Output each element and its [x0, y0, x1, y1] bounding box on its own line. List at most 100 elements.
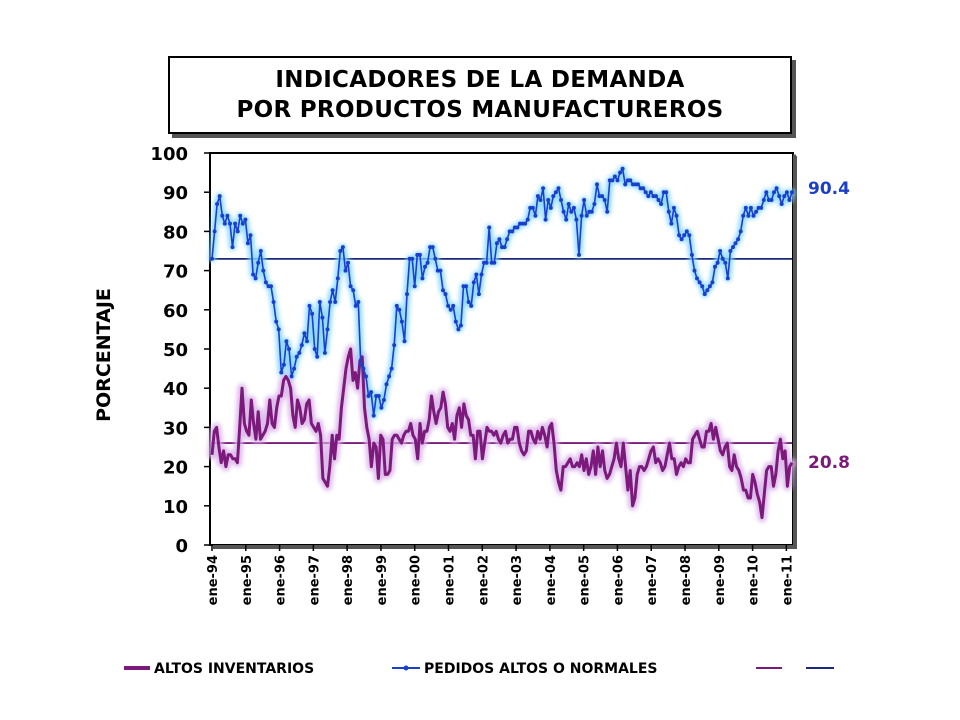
- data-point-pedidos: [600, 194, 605, 199]
- x-tick-label: ene-02: [476, 555, 491, 605]
- x-tick-label: ene-97: [307, 555, 322, 605]
- y-tick-label: 20: [163, 458, 188, 479]
- data-point-pedidos: [530, 205, 535, 210]
- data-point-pedidos: [702, 292, 707, 297]
- y-tick-label: 100: [150, 144, 188, 165]
- data-point-pedidos: [466, 300, 471, 304]
- x-tick-label: ene-08: [679, 555, 694, 605]
- data-point-pedidos: [584, 213, 589, 218]
- data-point-pedidos: [245, 241, 250, 246]
- y-tick-label: 0: [175, 536, 188, 557]
- y-tick-label: 50: [163, 340, 188, 361]
- data-point-pedidos: [276, 327, 281, 332]
- data-point-pedidos: [458, 323, 463, 328]
- data-point-pedidos: [469, 303, 474, 308]
- data-point-pedidos: [718, 249, 723, 253]
- data-point-pedidos: [577, 252, 581, 257]
- data-point-pedidos: [761, 198, 766, 202]
- data-point-pedidos: [671, 205, 676, 210]
- data-point-pedidos: [474, 272, 479, 277]
- data-point-pedidos: [564, 217, 569, 222]
- data-point-pedidos: [271, 300, 276, 304]
- data-point-pedidos: [743, 205, 748, 210]
- data-point-pedidos: [423, 264, 427, 269]
- data-point-pedidos: [353, 303, 358, 308]
- data-point-pedidos: [492, 260, 497, 265]
- end-label-pedidos: 90.4: [808, 179, 850, 199]
- data-point-pedidos: [733, 241, 738, 246]
- data-point-pedidos: [687, 233, 692, 238]
- data-point-pedidos: [258, 249, 263, 253]
- series-line-altos-inventarios: [210, 347, 794, 520]
- data-point-pedidos: [289, 374, 294, 379]
- data-point-pedidos: [351, 288, 356, 293]
- data-point-pedidos: [677, 233, 682, 238]
- data-point-pedidos: [397, 307, 402, 312]
- data-point-pedidos: [302, 331, 307, 336]
- x-tick-label: ene-01: [443, 555, 458, 605]
- data-point-pedidos: [605, 209, 610, 214]
- data-point-pedidos: [322, 350, 327, 355]
- data-point-pedidos: [692, 268, 697, 273]
- data-point-pedidos: [256, 260, 261, 265]
- x-tick-label: ene-10: [747, 555, 762, 605]
- data-point-pedidos: [623, 182, 628, 187]
- data-point-pedidos: [610, 178, 615, 183]
- data-point-pedidos: [569, 209, 574, 214]
- data-point-pedidos: [235, 229, 240, 234]
- data-point-pedidos: [335, 276, 340, 281]
- data-point-pedidos: [592, 202, 597, 206]
- data-point-pedidos: [420, 276, 425, 281]
- data-point-pedidos: [782, 194, 787, 199]
- data-point-pedidos: [328, 300, 333, 304]
- data-point-pedidos: [430, 245, 435, 250]
- data-point-pedidos: [471, 280, 476, 285]
- data-point-pedidos: [410, 256, 415, 261]
- data-point-pedidos: [784, 190, 789, 195]
- x-tick-label: ene-11: [780, 555, 795, 605]
- x-tick-label: ene-96: [274, 555, 289, 605]
- data-point-pedidos: [251, 272, 256, 277]
- data-point-pedidos: [243, 217, 248, 222]
- data-point-pedidos: [682, 233, 687, 238]
- data-point-pedidos: [705, 288, 710, 293]
- y-axis-label: PORCENTAJE: [93, 288, 115, 422]
- data-point-pedidos: [476, 292, 481, 297]
- x-tick-label: ene-03: [510, 555, 525, 605]
- data-point-pedidos: [502, 245, 507, 250]
- data-point-pedidos: [438, 268, 443, 273]
- x-tick-label: ene-98: [341, 555, 356, 605]
- data-point-pedidos: [305, 339, 309, 344]
- y-tick-label: 90: [163, 183, 188, 204]
- data-point-pedidos: [387, 374, 392, 379]
- data-point-pedidos: [751, 213, 756, 218]
- end-label-altos-inventarios: 20.8: [808, 453, 850, 473]
- data-point-pedidos: [310, 311, 315, 316]
- data-point-pedidos: [566, 202, 571, 206]
- x-tick-label: ene-05: [578, 555, 593, 605]
- data-point-pedidos: [769, 198, 774, 202]
- data-point-pedidos: [284, 339, 289, 344]
- data-point-pedidos: [210, 256, 214, 261]
- data-point-pedidos: [294, 354, 299, 359]
- data-point-pedidos: [643, 190, 648, 195]
- data-point-pedidos: [453, 319, 458, 324]
- data-point-pedidos: [384, 382, 389, 387]
- data-point-pedidos: [659, 202, 664, 206]
- data-point-pedidos: [307, 303, 312, 308]
- x-tick-label: ene-04: [544, 555, 559, 605]
- data-point-pedidos: [448, 307, 453, 312]
- data-point-pedidos: [787, 198, 792, 202]
- data-point-pedidos: [777, 194, 782, 199]
- data-point-pedidos: [731, 245, 735, 250]
- data-point-pedidos: [636, 182, 640, 187]
- data-point-pedidos: [292, 366, 297, 371]
- data-point-pedidos: [233, 221, 238, 226]
- data-point-pedidos: [364, 374, 368, 379]
- data-point-pedidos: [779, 202, 784, 206]
- data-point-pedidos: [263, 280, 268, 285]
- data-point-pedidos: [320, 315, 325, 320]
- data-point-pedidos: [376, 394, 381, 398]
- data-point-pedidos: [748, 205, 753, 210]
